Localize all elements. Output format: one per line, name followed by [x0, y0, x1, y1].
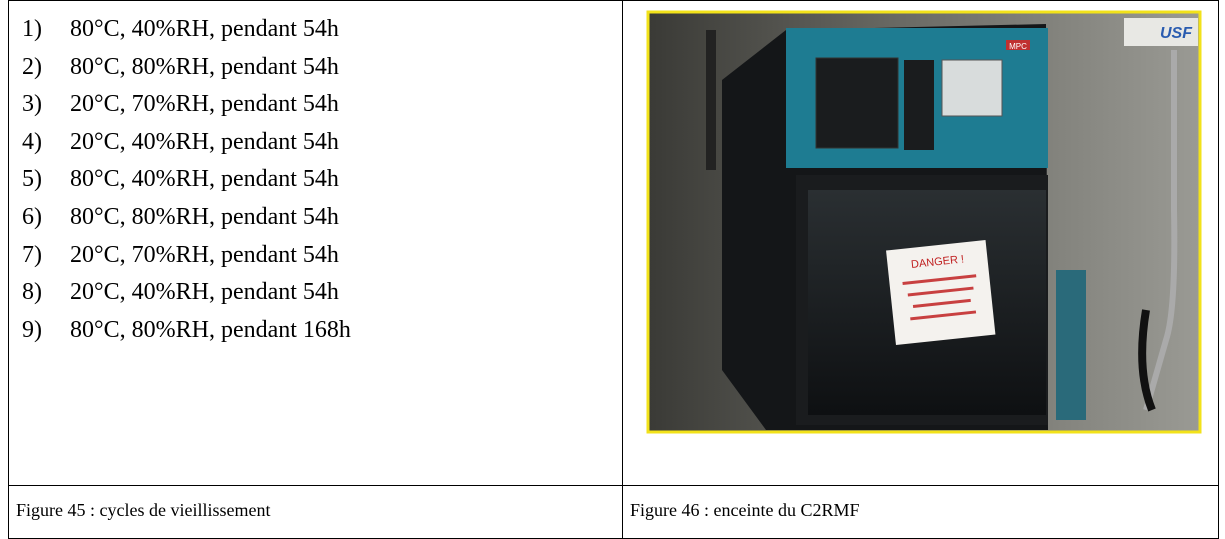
list-item: 2) 80°C, 80%RH, pendant 54h [22, 54, 339, 81]
list-item: 6) 80°C, 80%RH, pendant 54h [22, 204, 339, 231]
item-text: 80°C, 40%RH, pendant 54h [70, 166, 339, 193]
item-marker: 1) [22, 16, 42, 42]
list-item: 8) 20°C, 40%RH, pendant 54h [22, 279, 339, 306]
item-marker: 3) [22, 91, 42, 118]
caption: Figure 45 : cycles de vieillissement [16, 500, 271, 520]
maker-text: MPC [1009, 42, 1027, 51]
item-marker: 6) [22, 204, 42, 230]
photo: DANGER ! MPC USF [646, 10, 1202, 434]
caption: Figure 46 : enceinte du C2RMF [630, 500, 860, 520]
brand-text: USF [1160, 25, 1193, 42]
item-text: 20°C, 70%RH, pendant 54h [70, 241, 339, 268]
list-item: 4) 20°C, 40%RH, pendant 54h [22, 129, 339, 156]
list-item: 7) 20°C, 70%RH, pendant 54h [22, 242, 339, 269]
item-marker: 7) [22, 241, 42, 268]
list-item: 9) 80°C, 80%RH, pendant 168h [22, 317, 351, 344]
list-item: 5) 80°C, 40%RH, pendant 54h [22, 166, 339, 193]
item-text: 80°C, 80%RH, pendant 54h [70, 204, 339, 230]
item-text: 20°C, 40%RH, pendant 54h [70, 128, 339, 155]
list-item: 3) 20°C, 70%RH, pendant 54h [22, 91, 339, 118]
item-text: 80°C, 40%RH, pendant 54h [70, 16, 339, 42]
list-item: 1) 80°C, 40%RH, pendant 54h [22, 16, 339, 43]
item-text: 80°C, 80%RH, pendant 54h [70, 53, 339, 80]
sign-text: DANGER ! [910, 253, 964, 270]
item-text: 80°C, 80%RH, pendant 168h [70, 316, 351, 343]
item-marker: 4) [22, 128, 42, 155]
item-text: 20°C, 40%RH, pendant 54h [70, 279, 339, 306]
item-marker: 2) [22, 53, 42, 80]
item-marker: 8) [22, 279, 42, 306]
item-marker: 5) [22, 166, 42, 193]
item-marker: 9) [22, 316, 42, 343]
item-text: 20°C, 70%RH, pendant 54h [70, 91, 339, 118]
